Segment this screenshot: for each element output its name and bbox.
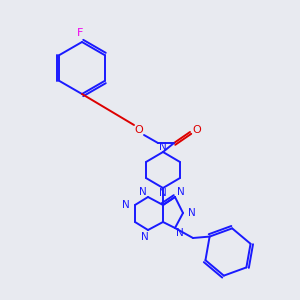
Text: N: N — [159, 142, 167, 152]
Text: N: N — [176, 228, 184, 238]
Text: O: O — [135, 125, 143, 135]
Text: O: O — [193, 125, 201, 135]
Text: F: F — [77, 28, 83, 38]
Text: N: N — [177, 187, 185, 197]
Text: N: N — [122, 200, 130, 210]
Text: N: N — [188, 208, 196, 218]
Text: N: N — [141, 232, 149, 242]
Text: N: N — [159, 188, 167, 198]
Text: N: N — [139, 187, 147, 197]
